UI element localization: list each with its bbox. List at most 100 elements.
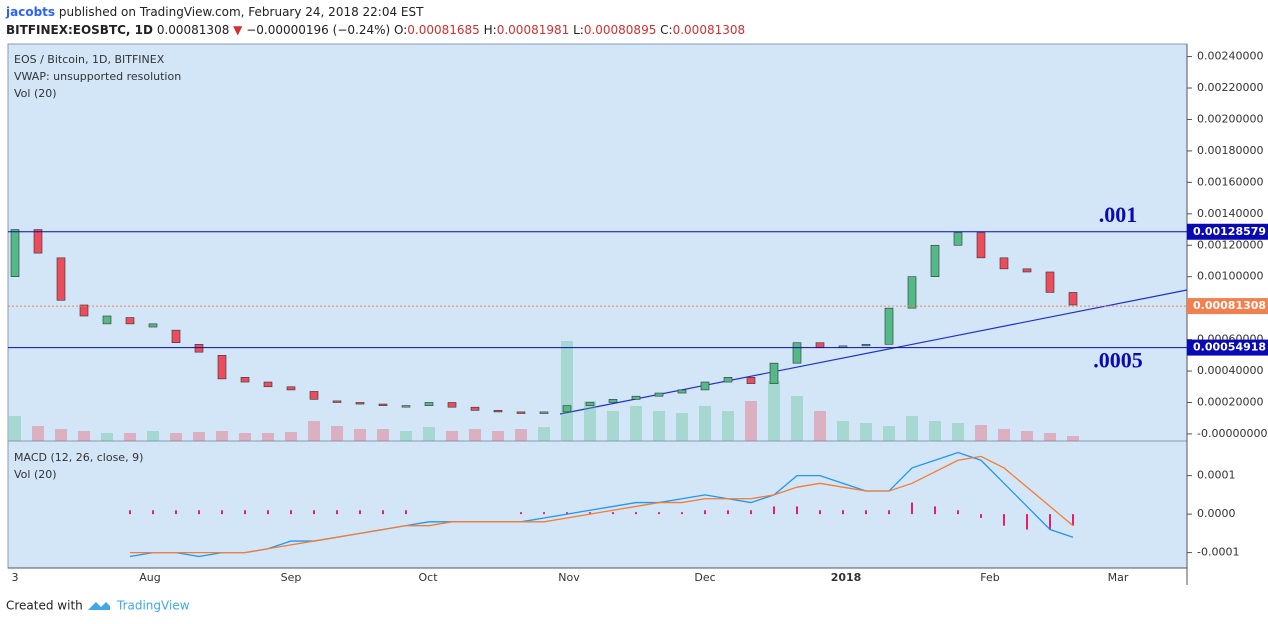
volume-bar [653, 411, 665, 441]
volume-bar [515, 429, 527, 441]
volume-bar [239, 433, 251, 441]
histogram-bar [980, 514, 982, 518]
candle-body [585, 402, 595, 406]
y-tick-label: 0.00040000 [1197, 364, 1263, 377]
candle-body [263, 381, 273, 388]
y-tick-label: -0.00000000 [1197, 427, 1267, 440]
candle-body [976, 232, 986, 259]
histogram-bar [336, 510, 338, 515]
candle-body [999, 257, 1009, 270]
volume-bar [791, 396, 803, 441]
histogram-bar [750, 510, 752, 515]
volume-bar [722, 411, 734, 441]
volume-bar [630, 406, 642, 441]
histogram-bar [313, 510, 315, 515]
volume-bar [216, 431, 228, 441]
volume-bar [308, 421, 320, 441]
o: 0.00081685 [407, 23, 480, 37]
annotation: .0005 [1093, 348, 1143, 373]
pane-legend: Vol (20) [14, 468, 57, 481]
candle-body [493, 410, 503, 413]
trend-line [559, 289, 1188, 415]
candle-body [700, 381, 710, 391]
histogram-bar [911, 502, 913, 515]
candle-body [907, 276, 917, 309]
pane-legend: Vol (20) [14, 87, 57, 100]
candle-body [792, 342, 802, 364]
histogram-bar [589, 512, 591, 515]
volume-bar [423, 427, 435, 441]
volume-bar [400, 431, 412, 441]
volume-bar [446, 431, 458, 441]
volume-bar [1044, 433, 1056, 441]
logo [88, 602, 110, 610]
plot-layer: 0.00240000 0.00220000 0.00200000 0.00180000… [8, 50, 1268, 584]
candle-body [309, 391, 319, 400]
volume-bar [9, 416, 21, 441]
histogram-bar [1026, 514, 1028, 530]
volume-bar [607, 411, 619, 441]
volume-bar [814, 411, 826, 441]
candle-body [608, 399, 618, 403]
volume-bar [768, 381, 780, 441]
x-tick-label: Dec [694, 571, 715, 584]
histogram-bar [198, 510, 200, 515]
volume-bar [101, 433, 113, 441]
volume-bar [1021, 431, 1033, 441]
volume-bar [55, 429, 67, 441]
symbol: BITFINEX:EOSBTC, 1D [6, 23, 153, 37]
candle-body [1068, 292, 1078, 306]
last: 0.00081308 [157, 23, 230, 37]
candle-body [401, 405, 411, 408]
x-tick-label: Oct [418, 571, 438, 584]
histogram-bar [957, 510, 959, 515]
histogram-bar [727, 510, 729, 515]
volume-bar [354, 429, 366, 441]
price-label-box [1187, 339, 1268, 356]
candle-body [286, 386, 296, 391]
volume-bar [285, 432, 297, 441]
volume-bar [837, 421, 849, 441]
histogram-bar [382, 510, 384, 515]
price-label: 0.00054918 [1193, 341, 1266, 354]
l-label: L: [573, 23, 584, 37]
volume-bar [699, 406, 711, 441]
y-tick-label: 0.00160000 [1197, 175, 1263, 188]
volume-bar [170, 433, 182, 441]
volume-bar [492, 431, 504, 441]
macd-line [129, 451, 1074, 558]
histogram-bar [520, 512, 522, 515]
volume-bar [998, 429, 1010, 441]
candle-body [631, 395, 641, 400]
candle-body [884, 307, 894, 345]
histogram-bar [1049, 514, 1051, 530]
o-label: O: [394, 23, 407, 37]
y-tick-label: 0.00220000 [1197, 81, 1263, 94]
histogram-bar [221, 510, 223, 515]
histogram-bar [129, 510, 131, 515]
footer-brand[interactable]: TradingView [116, 599, 190, 613]
main-pane [7, 43, 1188, 442]
candle-body [677, 389, 687, 394]
volume-bar [952, 423, 964, 441]
y-tick-label: 0.00240000 [1197, 50, 1263, 63]
arrow: ▼ [233, 23, 243, 37]
volume-bar [860, 423, 872, 441]
histogram-bar [704, 510, 706, 515]
volume-bar [32, 426, 44, 441]
header-line2: BITFINEX:EOSBTC, 1D 0.00081308 ▼ −0.0000… [6, 23, 745, 37]
candle-body [217, 355, 227, 380]
c: 0.00081308 [673, 23, 746, 37]
candle-body [148, 323, 158, 328]
histogram-bar [796, 506, 798, 515]
volume-bar [584, 401, 596, 441]
candle-body [79, 304, 89, 317]
author[interactable]: jacobts [5, 5, 55, 19]
histogram-bar [1003, 514, 1005, 526]
y-tick-label: 0.00020000 [1197, 395, 1263, 408]
header-line1: jacobts published on TradingView.com, Fe… [5, 5, 424, 19]
volume-bar [676, 413, 688, 441]
volume-bar [78, 431, 90, 441]
volume-bar [561, 341, 573, 441]
